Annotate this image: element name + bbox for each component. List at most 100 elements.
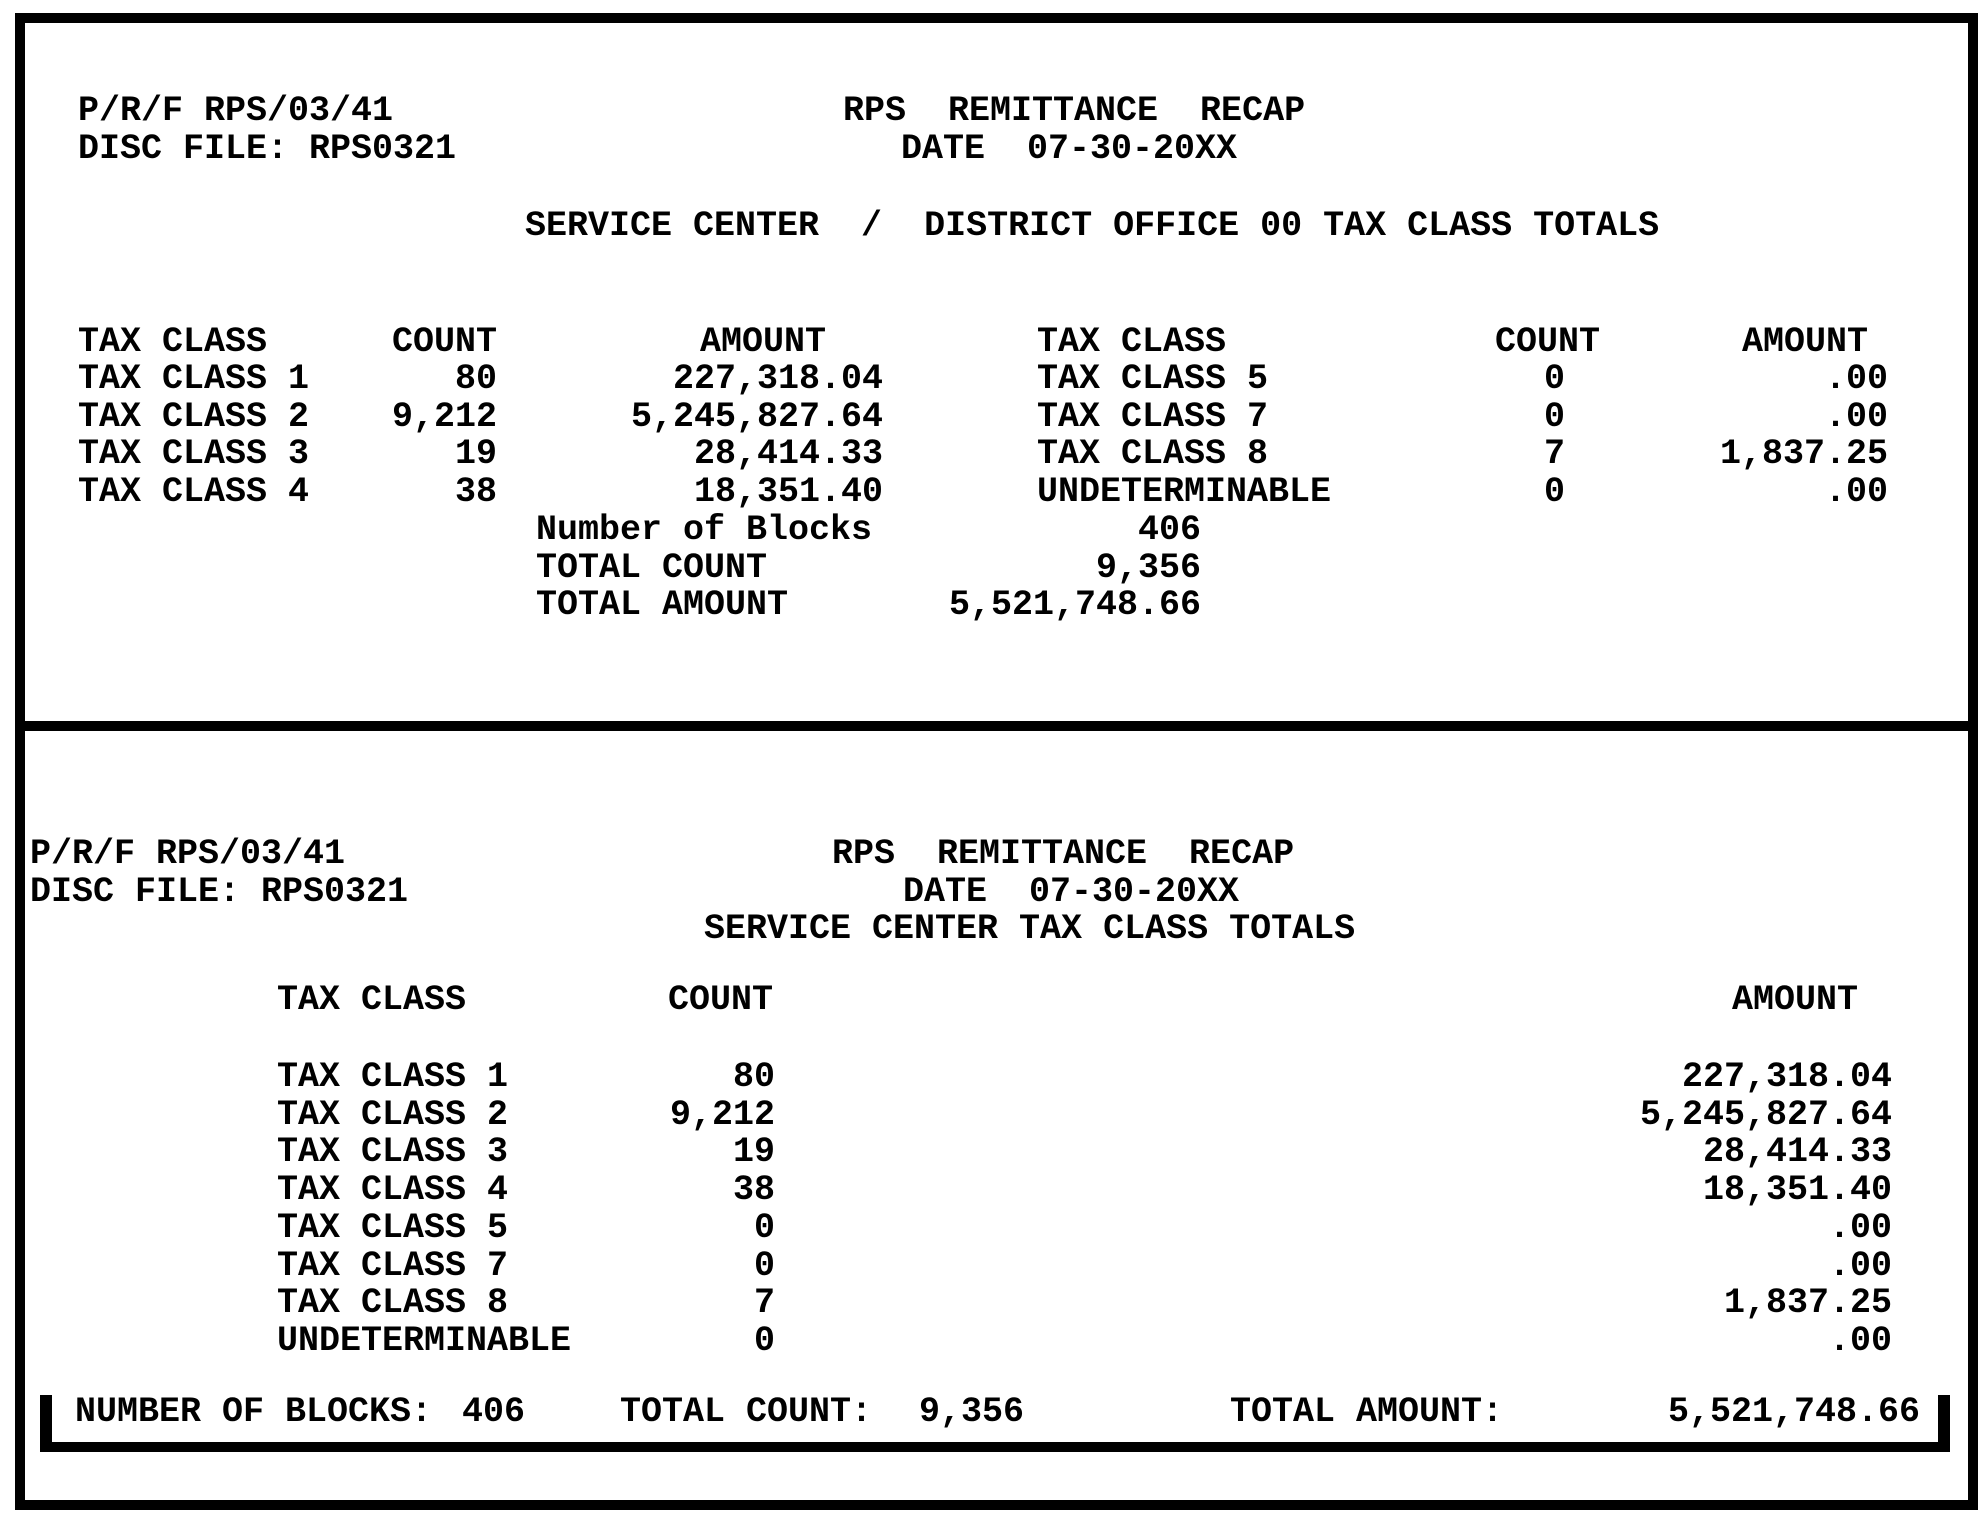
report-date: DATE 07-30-20XX — [901, 129, 1238, 169]
report-title: RPS REMITTANCE RECAP — [843, 91, 1306, 131]
amount-value: 5,245,827.64 — [1639, 1094, 1892, 1135]
total-label: Number of Blocks — [536, 510, 873, 550]
column-header-count: COUNT — [667, 980, 773, 1020]
amount-value: .00 — [1828, 1245, 1892, 1286]
blocks-total-value: 406 — [461, 1392, 525, 1432]
tax-class-label: TAX CLASS 2 — [277, 1094, 509, 1135]
count-value: 9,212 — [391, 396, 497, 437]
footer-bracket-bottom — [40, 1442, 1950, 1452]
table-row: TAX CLASS 3 19 28,414.33 — [277, 1134, 1892, 1172]
amount-value: 18,351.40 — [693, 472, 883, 513]
blocks-total-label: NUMBER OF BLOCKS: — [75, 1392, 433, 1432]
count-value: 9,212 — [669, 1094, 775, 1135]
tax-class-label: UNDETERMINABLE — [277, 1320, 572, 1361]
amount-total-value: 5,521,748.66 — [1667, 1392, 1920, 1432]
amount-value: .00 — [1828, 1320, 1892, 1361]
amount-value: .00 — [1824, 472, 1888, 513]
column-header-tax-class: TAX CLASS — [1037, 322, 1227, 362]
tax-class-label: TAX CLASS 7 — [1037, 396, 1269, 437]
count-value: 19 — [732, 1132, 775, 1173]
amount-value: 1,837.25 — [1719, 434, 1888, 475]
tax-class-label: TAX CLASS 3 — [78, 434, 310, 475]
tax-class-label: TAX CLASS 8 — [277, 1283, 509, 1324]
total-value: 406 — [1137, 510, 1201, 550]
tax-class-label: TAX CLASS 3 — [277, 1132, 509, 1173]
footer-bracket-left — [40, 1395, 52, 1452]
tax-class-table: TAX CLASS 1 80 227,318.04 TAX CLASS 2 9,… — [277, 1057, 1892, 1361]
disc-file: DISC FILE: RPS0321 — [30, 872, 409, 912]
count-value: 0 — [1543, 396, 1565, 437]
count-value: 38 — [454, 472, 497, 513]
table-row: TAX CLASS 4 38 18,351.40 — [277, 1170, 1892, 1211]
table-row: TAX CLASS 8 7 1,837.25 — [1037, 436, 1888, 474]
table-row: TAX CLASS 2 9,212 5,245,827.64 — [78, 396, 883, 437]
table-row: TAX CLASS 7 0 .00 — [1037, 396, 1888, 437]
column-header-amount: AMOUNT — [699, 322, 826, 362]
amount-value: 227,318.04 — [1681, 1057, 1892, 1097]
column-header-tax-class: TAX CLASS — [78, 322, 268, 362]
footer-bracket-right — [1938, 1395, 1950, 1452]
tax-class-table-right: TAX CLASS 5 0 .00 TAX CLASS 7 0 .00 TAX … — [1037, 359, 1888, 513]
table-row: TAX CLASS 2 9,212 5,245,827.64 — [277, 1094, 1892, 1135]
table-row: TAX CLASS 5 0 .00 — [1037, 359, 1888, 399]
table-row: UNDETERMINABLE 0 .00 — [277, 1320, 1892, 1361]
report-title: RPS REMITTANCE RECAP — [832, 834, 1295, 874]
column-header-amount: AMOUNT — [1731, 980, 1858, 1020]
total-label: TOTAL COUNT — [536, 547, 768, 588]
count-value: 0 — [1543, 359, 1565, 399]
tax-class-label: TAX CLASS 4 — [78, 472, 310, 513]
tax-class-label: TAX CLASS 8 — [1037, 434, 1269, 475]
count-total-value: 9,356 — [918, 1392, 1024, 1432]
program-ref: P/R/F RPS/03/41 — [30, 834, 346, 874]
column-header-amount: AMOUNT — [1741, 322, 1868, 362]
count-value: 80 — [454, 359, 497, 399]
total-value: 5,521,748.66 — [948, 585, 1201, 626]
table-row: TAX CLASS 7 0 .00 — [277, 1245, 1892, 1286]
tax-class-label: TAX CLASS 1 — [78, 359, 310, 399]
count-value: 0 — [753, 1320, 775, 1361]
panel-divider-line — [15, 721, 1978, 731]
totals-block: Number of Blocks 406 TOTAL COUNT 9,356 T… — [536, 510, 1201, 625]
table-row: TAX CLASS 8 7 1,837.25 — [277, 1285, 1892, 1323]
amount-value: .00 — [1828, 1207, 1892, 1248]
count-value: 80 — [732, 1057, 775, 1097]
tax-class-table-left: TAX CLASS 1 80 227,318.04 TAX CLASS 2 9,… — [78, 359, 883, 513]
tax-class-label: UNDETERMINABLE — [1037, 472, 1332, 513]
table-row: TAX CLASS 5 0 .00 — [277, 1207, 1892, 1248]
report-date: DATE 07-30-20XX — [903, 872, 1240, 912]
amount-value: .00 — [1824, 396, 1888, 437]
count-value: 7 — [753, 1283, 775, 1324]
count-value: 0 — [1543, 472, 1565, 513]
amount-value: 28,414.33 — [1702, 1132, 1892, 1173]
tax-class-label: TAX CLASS 4 — [277, 1170, 509, 1211]
section-title: SERVICE CENTER / DISTRICT OFFICE 00 TAX … — [525, 206, 1660, 246]
amount-value: 5,245,827.64 — [630, 396, 883, 437]
column-header-tax-class: TAX CLASS — [277, 980, 467, 1020]
tax-class-label: TAX CLASS 2 — [78, 396, 310, 437]
amount-value: 28,414.33 — [693, 434, 883, 475]
amount-value: 227,318.04 — [672, 359, 883, 399]
table-row: TAX CLASS 1 80 227,318.04 — [78, 359, 883, 399]
tax-class-label: TAX CLASS 7 — [277, 1245, 509, 1286]
table-row: TAX CLASS 3 19 28,414.33 — [78, 436, 883, 474]
count-value: 0 — [753, 1207, 775, 1248]
count-value: 7 — [1543, 434, 1565, 475]
total-label: TOTAL AMOUNT — [536, 585, 789, 626]
amount-value: 18,351.40 — [1702, 1170, 1892, 1211]
count-total-label: TOTAL COUNT: — [620, 1392, 873, 1432]
table-row: UNDETERMINABLE 0 .00 — [1037, 472, 1888, 513]
section-title: SERVICE CENTER TAX CLASS TOTALS — [704, 909, 1356, 949]
count-value: 38 — [732, 1170, 775, 1211]
totals-row: TOTAL AMOUNT 5,521,748.66 — [536, 587, 1201, 625]
column-header-count: COUNT — [1494, 322, 1600, 362]
count-value: 19 — [454, 434, 497, 475]
table-row: TAX CLASS 4 38 18,351.40 — [78, 472, 883, 513]
amount-total-label: TOTAL AMOUNT: — [1230, 1392, 1504, 1432]
tax-class-label: TAX CLASS 5 — [277, 1207, 509, 1248]
tax-class-label: TAX CLASS 1 — [277, 1057, 509, 1097]
total-value: 9,356 — [1095, 547, 1201, 588]
column-header-count: COUNT — [391, 322, 497, 362]
table-row: TAX CLASS 1 80 227,318.04 — [277, 1057, 1892, 1097]
page-border — [15, 13, 1978, 1510]
